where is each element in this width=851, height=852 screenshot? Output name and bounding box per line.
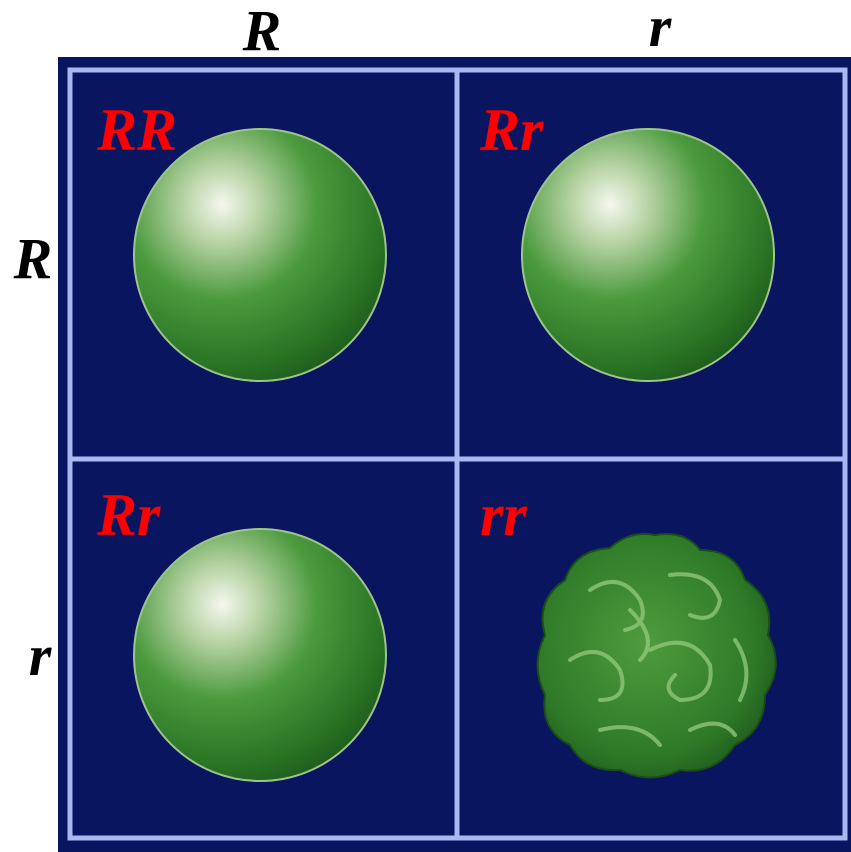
- wrinkled-pea: [536, 532, 777, 779]
- smooth-pea: [133, 128, 387, 382]
- smooth-pea: [521, 128, 775, 382]
- genotype-label: RR: [96, 97, 177, 163]
- genotype-label: Rr: [479, 97, 544, 163]
- genotype-label: rr: [480, 482, 527, 548]
- column-header: R: [242, 0, 282, 63]
- column-header: r: [649, 0, 672, 59]
- row-header: R: [13, 226, 53, 291]
- smooth-pea: [133, 528, 387, 782]
- genotype-label: Rr: [96, 482, 161, 548]
- row-header: r: [29, 623, 52, 688]
